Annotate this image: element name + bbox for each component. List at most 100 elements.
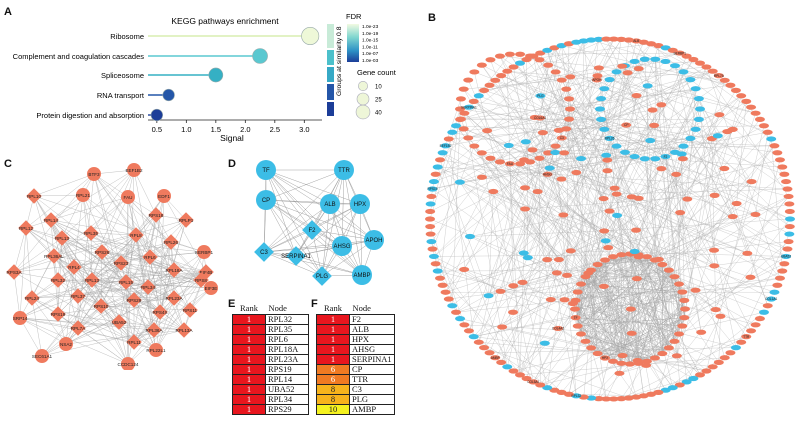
network-node[interactable] (515, 161, 526, 167)
network-node[interactable] (535, 50, 546, 56)
network-node[interactable] (571, 169, 582, 176)
network-node[interactable] (709, 263, 720, 269)
network-node[interactable] (575, 331, 586, 337)
network-node[interactable] (674, 382, 685, 388)
network-node[interactable] (626, 330, 637, 336)
network-node[interactable] (645, 137, 656, 144)
network-node[interactable] (611, 143, 622, 149)
network-node[interactable] (754, 116, 765, 122)
network-node[interactable]: RPL13 (54, 230, 70, 246)
network-node[interactable] (476, 62, 487, 68)
network-node[interactable] (497, 324, 508, 330)
network-node[interactable] (779, 261, 790, 267)
network-node[interactable] (710, 306, 721, 313)
network-node[interactable] (596, 116, 607, 122)
network-node[interactable] (777, 268, 788, 274)
network-node[interactable] (621, 122, 632, 128)
network-node[interactable] (784, 223, 795, 230)
network-node[interactable] (455, 106, 465, 112)
network-node[interactable] (556, 135, 567, 141)
network-node[interactable]: BTF3 (87, 167, 101, 181)
network-node[interactable] (774, 275, 785, 281)
network-node[interactable] (750, 211, 761, 218)
network-node[interactable] (553, 325, 564, 332)
network-node[interactable] (653, 43, 664, 49)
network-node[interactable] (476, 174, 487, 180)
network-node[interactable]: AMBP (352, 265, 372, 285)
network-node[interactable] (766, 296, 777, 302)
network-node[interactable] (745, 274, 756, 280)
network-node[interactable] (494, 53, 505, 59)
network-node[interactable] (459, 266, 470, 273)
network-node[interactable] (746, 104, 757, 110)
network-node[interactable] (440, 143, 451, 149)
network-node[interactable] (473, 339, 484, 345)
network-node[interactable] (593, 65, 604, 71)
network-node[interactable] (440, 289, 451, 295)
network-node[interactable] (600, 355, 611, 361)
network-node[interactable] (769, 289, 780, 295)
network-node[interactable] (707, 364, 718, 370)
network-node[interactable] (520, 206, 531, 212)
network-node[interactable] (727, 213, 738, 220)
network-node[interactable] (713, 359, 724, 365)
network-node[interactable] (772, 150, 783, 156)
network-node[interactable] (454, 179, 465, 185)
network-node[interactable]: RPS26 (94, 244, 110, 260)
network-node[interactable] (522, 255, 533, 261)
network-node[interactable] (539, 340, 550, 346)
network-node[interactable] (550, 149, 561, 156)
network-node[interactable] (713, 73, 724, 79)
network-node[interactable] (612, 212, 623, 219)
network-node[interactable] (782, 186, 793, 192)
network-node[interactable]: RPL22L1 (146, 343, 166, 357)
network-node[interactable] (535, 382, 546, 388)
network-node[interactable] (428, 178, 439, 185)
network-node[interactable] (455, 96, 466, 102)
network-node[interactable] (622, 70, 633, 76)
network-node[interactable] (595, 106, 605, 112)
network-node[interactable] (572, 323, 583, 329)
network-node[interactable] (598, 283, 609, 289)
network-node[interactable] (425, 208, 436, 215)
network-node[interactable] (599, 228, 610, 234)
network-node[interactable] (451, 123, 462, 129)
network-node[interactable] (553, 127, 564, 133)
network-node[interactable] (469, 69, 480, 75)
network-node[interactable] (559, 150, 570, 156)
network-node[interactable] (677, 156, 688, 162)
network-node[interactable] (451, 309, 462, 315)
network-node[interactable] (426, 193, 437, 200)
network-node[interactable] (432, 268, 443, 274)
network-node[interactable] (567, 300, 578, 307)
network-node[interactable] (633, 66, 644, 72)
network-node[interactable] (542, 257, 553, 263)
network-node[interactable] (632, 357, 643, 364)
network-node[interactable] (463, 77, 474, 83)
network-node[interactable] (719, 355, 730, 361)
network-node[interactable] (425, 201, 436, 207)
network-node[interactable] (623, 37, 634, 43)
network-node[interactable] (455, 116, 466, 122)
network-node[interactable]: SEC61A1 (32, 349, 53, 363)
network-node[interactable] (598, 195, 609, 202)
network-node[interactable] (520, 139, 531, 145)
network-node[interactable]: RPL24 (24, 290, 40, 306)
network-node[interactable] (535, 93, 546, 99)
network-node[interactable]: HPX (350, 194, 370, 214)
network-node[interactable] (496, 73, 507, 79)
network-node[interactable]: F2 (302, 220, 322, 240)
network-node[interactable] (468, 98, 479, 104)
network-node[interactable] (543, 62, 554, 68)
network-node[interactable] (494, 159, 505, 165)
network-node[interactable] (603, 245, 614, 251)
network-node[interactable] (690, 287, 701, 293)
network-node[interactable] (660, 58, 671, 65)
network-node[interactable] (677, 323, 688, 329)
network-node[interactable] (656, 166, 667, 172)
network-node[interactable] (468, 334, 479, 340)
network-node[interactable] (580, 338, 591, 344)
network-node[interactable] (602, 157, 613, 163)
network-node[interactable]: SERPINA1 (281, 246, 311, 266)
network-node[interactable] (604, 208, 615, 214)
